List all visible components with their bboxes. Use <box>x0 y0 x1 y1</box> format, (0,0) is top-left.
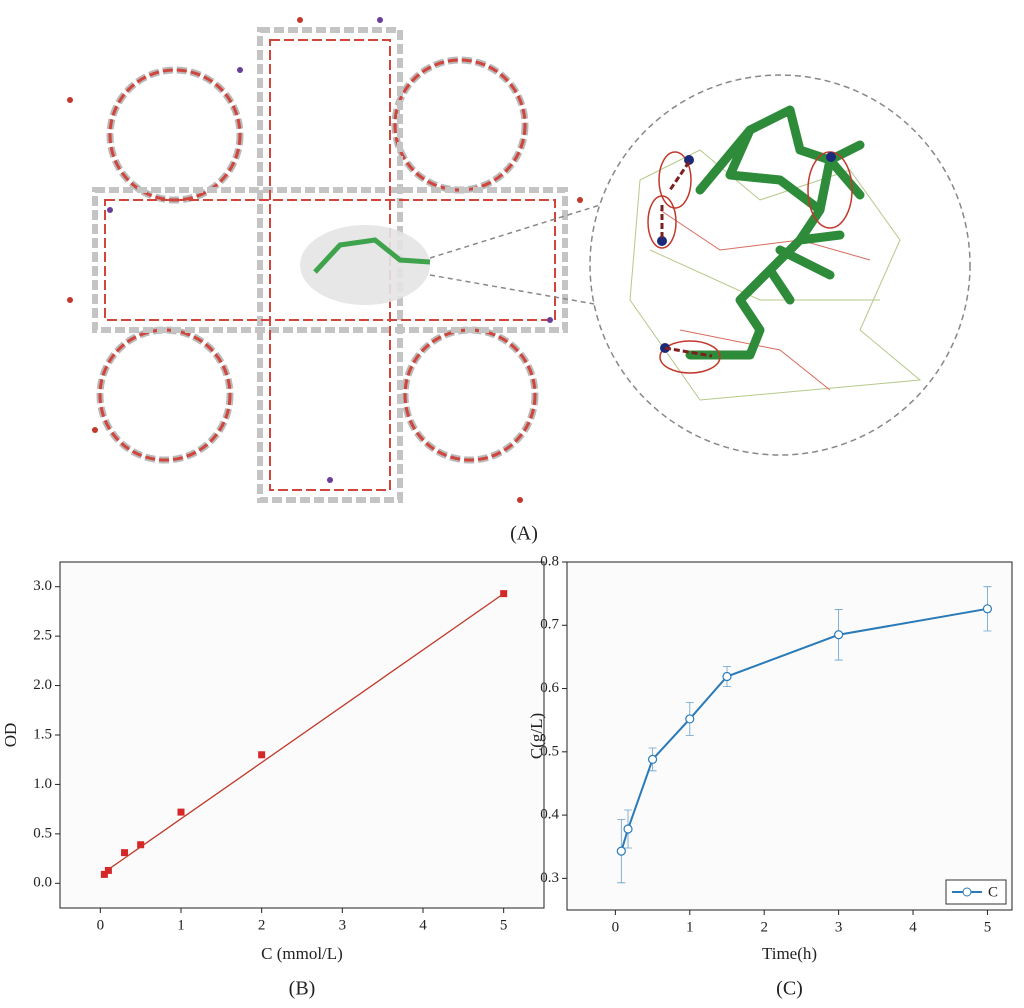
y-axis-label: C(g/L) <box>527 713 546 759</box>
y-tick-label: 0.6 <box>540 680 559 696</box>
y-tick-label: 2.0 <box>33 677 52 693</box>
data-point <box>258 751 266 759</box>
panel-label: (C) <box>776 978 803 1000</box>
y-tick-label: 0.7 <box>540 617 559 633</box>
data-point <box>104 866 112 874</box>
y-tick-label: 0.8 <box>540 553 559 569</box>
data-point <box>722 671 732 682</box>
y-tick-label: 0.4 <box>540 807 559 823</box>
data-point <box>982 604 993 614</box>
x-tick-label: 2 <box>760 919 768 935</box>
y-tick-label: 0.0 <box>33 875 52 891</box>
y-axis-label: OD <box>1 723 20 748</box>
x-tick-label: 1 <box>177 917 185 933</box>
y-tick-label: 0.5 <box>540 743 559 759</box>
x-tick-label: 3 <box>835 919 843 935</box>
panel-label: (B) <box>289 978 316 1000</box>
data-point <box>137 841 145 849</box>
data-point <box>834 630 844 640</box>
data-point <box>121 849 129 857</box>
x-tick-label: 2 <box>258 917 266 933</box>
data-point <box>623 824 633 834</box>
x-tick-label: 1 <box>686 919 694 935</box>
y-tick-label: 1.5 <box>33 726 52 742</box>
data-point <box>177 808 185 816</box>
x-tick-label: 0 <box>612 919 620 935</box>
x-tick-label: 5 <box>500 917 508 933</box>
y-tick-label: 0.3 <box>540 870 559 886</box>
x-tick-label: 5 <box>984 919 992 935</box>
molecular-model <box>67 17 971 503</box>
fit-line <box>108 593 505 870</box>
x-tick-label: 4 <box>909 919 917 935</box>
y-tick-label: 0.5 <box>33 825 52 841</box>
x-axis-label: Time(h) <box>762 944 817 963</box>
x-tick-label: 0 <box>97 917 105 933</box>
data-point <box>647 754 658 765</box>
y-tick-label: 2.5 <box>33 628 52 644</box>
y-tick-label: 1.0 <box>33 776 52 792</box>
y-tick-label: 3.0 <box>33 578 52 594</box>
x-tick-label: 4 <box>419 917 427 933</box>
legend-marker <box>962 887 972 897</box>
legend-label: C <box>988 884 998 900</box>
plot-area <box>566 561 1013 911</box>
data-point <box>685 714 695 724</box>
panel-label: (A) <box>510 523 538 545</box>
data-point <box>100 870 108 878</box>
x-axis-label: C (mmol/L) <box>261 944 343 963</box>
data-point <box>616 846 626 856</box>
x-tick-label: 3 <box>339 917 347 933</box>
